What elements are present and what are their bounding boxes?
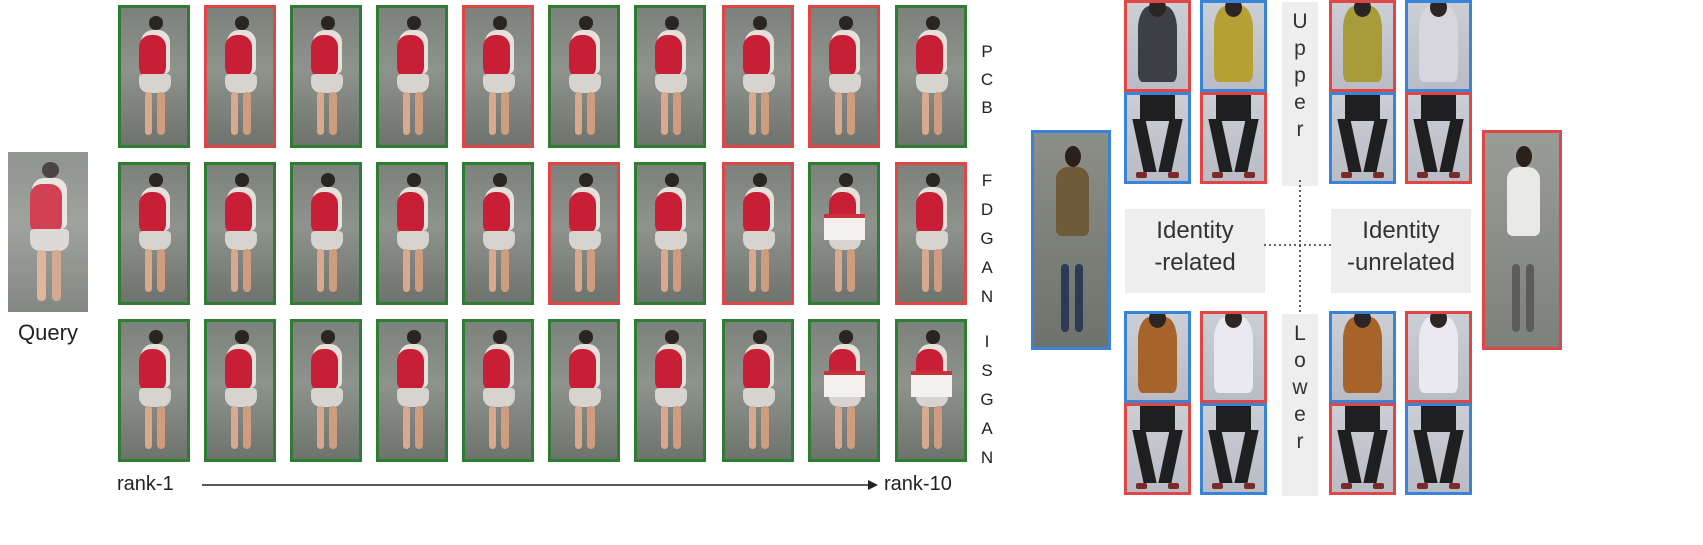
lower-body-crop-6 (1200, 92, 1267, 184)
ranked-result-isgan-7 (634, 319, 706, 462)
ranked-result-fdgan-2 (204, 162, 276, 305)
method-letter: G (980, 390, 994, 409)
upper-body-crop-10 (1200, 311, 1267, 403)
upper-letter: U (1292, 10, 1308, 33)
upper-body-crop-3 (1329, 0, 1396, 92)
method-letter: D (980, 200, 994, 219)
lower-letter: L (1294, 322, 1306, 345)
ranked-result-isgan-2 (204, 319, 276, 462)
upper-body-crop-9 (1124, 311, 1191, 403)
identity-related-box: Identity -related (1125, 209, 1265, 293)
identity-unrelated-box: Identity -unrelated (1331, 209, 1471, 293)
lower-label-box: L o w e r (1282, 314, 1318, 496)
lower-body-crop-14 (1200, 403, 1267, 495)
ranked-result-fdgan-8 (722, 162, 794, 305)
ranked-result-fdgan-7 (634, 162, 706, 305)
ranked-result-isgan-9 (808, 319, 880, 462)
upper-body-crop-2 (1200, 0, 1267, 92)
query-label: Query (18, 320, 78, 345)
ranked-result-fdgan-3 (290, 162, 362, 305)
lower-letter: w (1292, 376, 1308, 399)
ranked-result-fdgan-1 (118, 162, 190, 305)
rank-10-label: rank-10 (884, 473, 952, 495)
method-letter: C (980, 70, 994, 89)
method-letter: B (981, 98, 993, 117)
ranked-result-pcb-6 (548, 5, 620, 148)
upper-body-crop-1 (1124, 0, 1191, 92)
ranked-result-isgan-10 (895, 319, 967, 462)
ranked-result-pcb-2 (204, 5, 276, 148)
ranked-result-fdgan-9 (808, 162, 880, 305)
upper-letter: e (1294, 91, 1306, 114)
upper-letter: r (1296, 118, 1304, 141)
lower-body-crop-15 (1329, 403, 1396, 495)
ranked-result-pcb-9 (808, 5, 880, 148)
lower-body-crop-13 (1124, 403, 1191, 495)
ranked-result-pcb-10 (895, 5, 967, 148)
ranked-result-pcb-7 (634, 5, 706, 148)
identity-related-line1: Identity (1156, 217, 1234, 244)
ranked-result-fdgan-5 (462, 162, 534, 305)
ranked-result-isgan-6 (548, 319, 620, 462)
ranked-result-pcb-4 (376, 5, 448, 148)
method-letter: A (981, 258, 993, 277)
ranked-result-isgan-3 (290, 319, 362, 462)
ranked-result-isgan-4 (376, 319, 448, 462)
query-image (8, 152, 88, 312)
rank-1-label: rank-1 (117, 473, 174, 495)
upper-body-crop-4 (1405, 0, 1472, 92)
ranked-result-isgan-1 (118, 319, 190, 462)
lower-body-crop-8 (1405, 92, 1472, 184)
method-letter: N (980, 448, 994, 467)
ranked-result-isgan-5 (462, 319, 534, 462)
lower-letter: o (1294, 349, 1306, 372)
upper-label-box: U p p e r (1282, 2, 1318, 186)
identity-related-line2: -related (1154, 249, 1236, 276)
ranked-result-fdgan-6 (548, 162, 620, 305)
method-letter: N (980, 287, 994, 306)
method-letter: P (981, 42, 993, 61)
ranked-result-pcb-5 (462, 5, 534, 148)
upper-letter: p (1294, 64, 1306, 87)
ranked-result-fdgan-4 (376, 162, 448, 305)
upper-letter: p (1294, 37, 1306, 60)
lower-letter: e (1294, 403, 1306, 426)
identity-unrelated-line1: Identity (1362, 217, 1440, 244)
method-letter: S (981, 361, 993, 380)
method-letter: G (980, 229, 994, 248)
axis-dotted-lines (1264, 180, 1334, 314)
upper-body-crop-11 (1329, 311, 1396, 403)
lower-body-crop-5 (1124, 92, 1191, 184)
person-b-image (1482, 130, 1562, 350)
lower-body-crop-7 (1329, 92, 1396, 184)
person-a-image (1031, 130, 1111, 350)
rank-arrow (202, 480, 878, 490)
ranked-result-pcb-8 (722, 5, 794, 148)
method-letter: F (981, 171, 993, 190)
lower-body-crop-16 (1405, 403, 1472, 495)
ranked-result-pcb-1 (118, 5, 190, 148)
ranked-result-pcb-3 (290, 5, 362, 148)
upper-body-crop-12 (1405, 311, 1472, 403)
lower-letter: r (1296, 430, 1304, 453)
method-letter: A (981, 419, 993, 438)
ranked-result-isgan-8 (722, 319, 794, 462)
method-letter: I (984, 332, 990, 351)
identity-unrelated-line2: -unrelated (1346, 249, 1456, 276)
ranked-result-fdgan-10 (895, 162, 967, 305)
